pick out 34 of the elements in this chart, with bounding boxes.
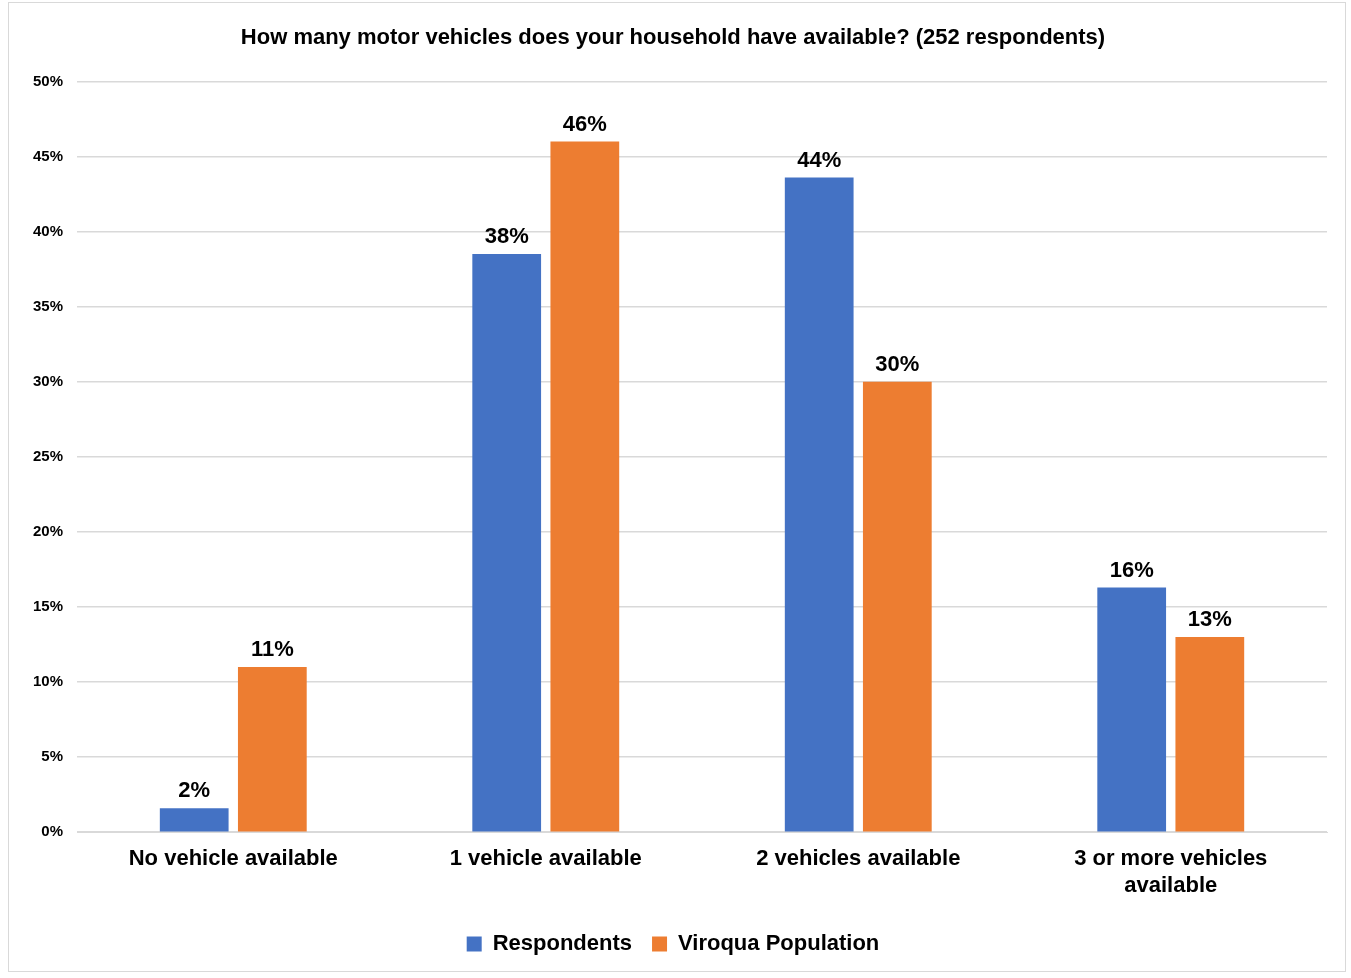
data-label: 16%: [1109, 556, 1154, 582]
x-tick-label: 2 vehicles available: [756, 845, 961, 871]
y-tick-label: 5%: [41, 747, 64, 765]
data-label: 13%: [1187, 606, 1232, 632]
y-tick-label: 10%: [32, 672, 64, 690]
data-label: 2%: [178, 777, 211, 803]
data-label: 46%: [562, 110, 607, 136]
bar: [159, 808, 229, 832]
chart-title: How many motor vehicles does your household have available? (252 respondents): [240, 24, 1106, 50]
x-tick-label: 1 vehicle available: [449, 845, 642, 871]
data-label: 11%: [250, 636, 294, 662]
bar: [472, 254, 542, 832]
y-tick-label: 30%: [32, 371, 64, 389]
bar: [237, 667, 307, 832]
y-tick-label: 25%: [32, 446, 64, 464]
x-tick-label: No vehicle available: [128, 845, 338, 871]
bar: [550, 141, 620, 832]
data-label: 38%: [484, 223, 529, 249]
y-tick-label: 45%: [32, 146, 64, 164]
bar: [1097, 587, 1167, 832]
y-tick-label: 15%: [32, 597, 64, 615]
y-tick-label: 50%: [32, 71, 64, 89]
bar: [1175, 636, 1245, 832]
x-tick-label: 3 or more vehicles available: [1074, 845, 1268, 897]
bar: [784, 177, 854, 832]
data-label: 44%: [797, 146, 842, 172]
y-tick-label: 0%: [41, 822, 64, 840]
y-tick-label: 20%: [32, 522, 64, 540]
y-tick-label: 35%: [32, 296, 64, 314]
legend-label: Viroqua Population: [678, 930, 880, 956]
y-tick-label: 40%: [32, 221, 64, 239]
bar: [862, 381, 932, 832]
data-label: 30%: [875, 350, 920, 376]
legend-label: Respondents: [492, 930, 633, 956]
